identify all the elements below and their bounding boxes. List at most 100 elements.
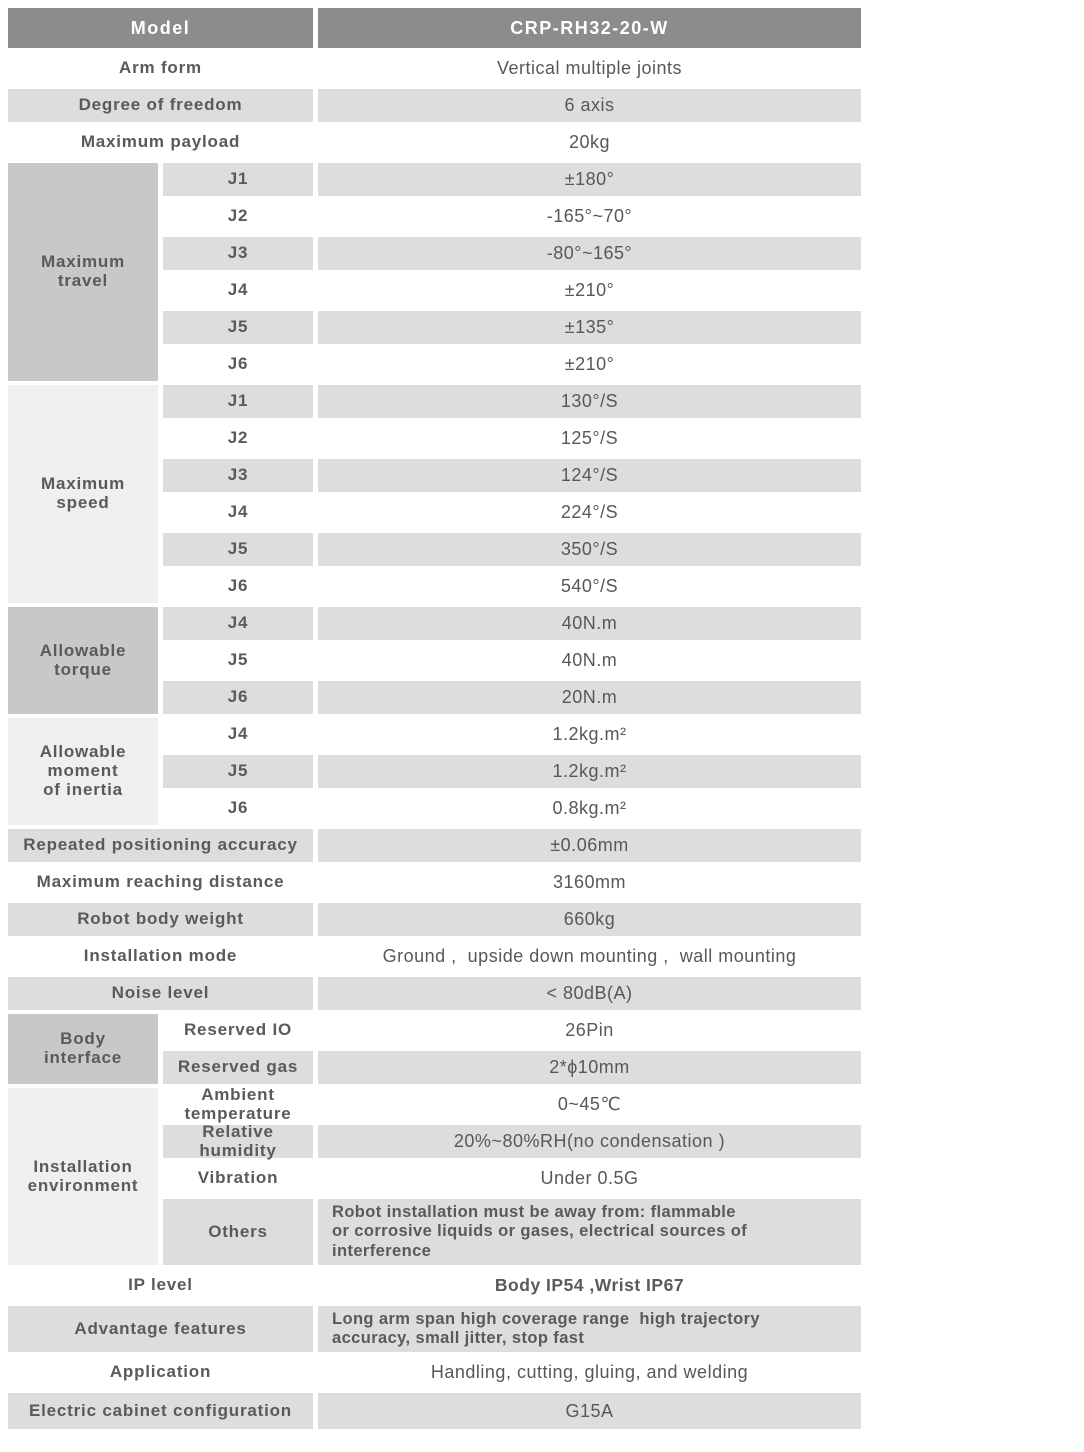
spec-value: 20kg: [318, 126, 861, 159]
spec-value: 20N.m: [318, 681, 861, 714]
spec-value: 125°/S: [318, 422, 861, 455]
joint-label: J6: [163, 348, 313, 381]
spec-value: 0~45℃: [318, 1088, 861, 1121]
table-row: J1 130°/S: [163, 385, 861, 418]
table-row: Relative humidity 20%~80%RH(no condensat…: [163, 1122, 861, 1159]
spec-value: Under 0.5G: [318, 1162, 861, 1195]
table-row: J3 124°/S: [163, 459, 861, 492]
group-label: Allowable moment of inertia: [8, 718, 158, 825]
table-row: J5 40N.m: [163, 644, 861, 677]
spec-label: Installation mode: [8, 940, 313, 973]
table-row: J6 0.8kg.m²: [163, 792, 861, 825]
spec-value: -165°~70°: [318, 200, 861, 233]
spec-label: Maximum reaching distance: [8, 866, 313, 899]
spec-value: ±180°: [318, 163, 861, 196]
spec-value: 2*ϕ10mm: [318, 1051, 861, 1084]
table-row: Robot body weight 660kg: [8, 903, 861, 936]
table-row: Noise level < 80dB(A): [8, 977, 861, 1010]
table-row: Application Handling, cutting, gluing, a…: [8, 1356, 861, 1389]
spec-value: 1.2kg.m²: [318, 755, 861, 788]
table-row: J2 -165°~70°: [163, 200, 861, 233]
section-allowable-moment-of-inertia: Allowable moment of inertia J4 1.2kg.m² …: [8, 718, 861, 825]
table-row: J1 ±180°: [163, 163, 861, 196]
table-row: Reserved gas 2*ϕ10mm: [163, 1051, 861, 1084]
table-row: J6 ±210°: [163, 348, 861, 381]
spec-value: 20%~80%RH(no condensation ): [318, 1125, 861, 1158]
model-header-value: CRP-RH32-20-W: [318, 8, 861, 48]
table-row: Advantage features Long arm span high co…: [8, 1306, 861, 1352]
spec-value: 660kg: [318, 903, 861, 936]
spec-label: IP level: [8, 1269, 313, 1302]
joint-label: J4: [163, 607, 313, 640]
spec-value: 540°/S: [318, 570, 861, 603]
spec-sublabel: Relative humidity: [163, 1122, 313, 1159]
joint-label: J6: [163, 681, 313, 714]
table-row: J4 224°/S: [163, 496, 861, 529]
spec-value: Robot installation must be away from: fl…: [318, 1199, 861, 1265]
spec-value: 224°/S: [318, 496, 861, 529]
spec-sublabel: Others: [163, 1199, 313, 1265]
spec-label: Degree of freedom: [8, 89, 313, 122]
table-row: Reserved IO 26Pin: [163, 1014, 861, 1047]
spec-value: ±210°: [318, 348, 861, 381]
group-label: Maximum travel: [8, 163, 158, 381]
spec-sublabel: Ambient temperature: [163, 1085, 313, 1122]
spec-value: Body IP54 ,Wrist IP67: [318, 1269, 861, 1302]
spec-value: -80°~165°: [318, 237, 861, 270]
spec-value: Handling, cutting, gluing, and welding: [318, 1356, 861, 1389]
table-row: J4 1.2kg.m²: [163, 718, 861, 751]
table-row: Maximum payload 20kg: [8, 126, 861, 159]
joint-label: J2: [163, 200, 313, 233]
joint-label: J5: [163, 311, 313, 344]
section-installation-environment: Installation environment Ambient tempera…: [8, 1085, 861, 1265]
table-row: J6 540°/S: [163, 570, 861, 603]
joint-label: J5: [163, 644, 313, 677]
table-row: Others Robot installation must be away f…: [163, 1199, 861, 1265]
spec-label: Robot body weight: [8, 903, 313, 936]
table-row: J5 ±135°: [163, 311, 861, 344]
table-header-row: Model CRP-RH32-20-W: [8, 8, 861, 48]
spec-sublabel: Vibration: [163, 1162, 313, 1195]
spec-value: 26Pin: [318, 1014, 861, 1047]
joint-label: J5: [163, 755, 313, 788]
spec-value: 130°/S: [318, 385, 861, 418]
spec-table: Model CRP-RH32-20-W Arm form Vertical mu…: [8, 8, 861, 1429]
spec-value: Long arm span high coverage range high t…: [318, 1306, 861, 1352]
joint-label: J4: [163, 496, 313, 529]
section-maximum-travel: Maximum travel J1 ±180° J2 -165°~70° J3 …: [8, 163, 861, 381]
table-row: J3 -80°~165°: [163, 237, 861, 270]
table-row: J5 1.2kg.m²: [163, 755, 861, 788]
spec-value: Vertical multiple joints: [318, 52, 861, 85]
spec-label: Application: [8, 1356, 313, 1389]
spec-value: ±210°: [318, 274, 861, 307]
table-row: Ambient temperature 0~45℃: [163, 1085, 861, 1122]
section-body-interface: Body interface Reserved IO 26Pin Reserve…: [8, 1014, 861, 1084]
spec-sublabel: Reserved IO: [163, 1014, 313, 1047]
spec-label: Electric cabinet configuration: [8, 1393, 313, 1429]
group-label: Allowable torque: [8, 607, 158, 714]
table-row: Installation mode Ground , upside down m…: [8, 940, 861, 973]
joint-label: J6: [163, 570, 313, 603]
joint-label: J3: [163, 237, 313, 270]
spec-value: 6 axis: [318, 89, 861, 122]
joint-label: J5: [163, 533, 313, 566]
table-row: J4 40N.m: [163, 607, 861, 640]
group-label: Body interface: [8, 1014, 158, 1084]
spec-sublabel: Reserved gas: [163, 1051, 313, 1084]
spec-value: 3160mm: [318, 866, 861, 899]
table-row: J2 125°/S: [163, 422, 861, 455]
spec-value: 1.2kg.m²: [318, 718, 861, 751]
spec-value: ±135°: [318, 311, 861, 344]
joint-label: J3: [163, 459, 313, 492]
spec-label: Noise level: [8, 977, 313, 1010]
spec-value: G15A: [318, 1393, 861, 1429]
section-maximum-speed: Maximum speed J1 130°/S J2 125°/S J3 124…: [8, 385, 861, 603]
spec-label: Advantage features: [8, 1306, 313, 1352]
table-row: Maximum reaching distance 3160mm: [8, 866, 861, 899]
table-row: J5 350°/S: [163, 533, 861, 566]
spec-value: 40N.m: [318, 607, 861, 640]
joint-label: J1: [163, 163, 313, 196]
spec-value: 124°/S: [318, 459, 861, 492]
section-allowable-torque: Allowable torque J4 40N.m J5 40N.m J6 20…: [8, 607, 861, 714]
model-header-label: Model: [8, 8, 313, 48]
